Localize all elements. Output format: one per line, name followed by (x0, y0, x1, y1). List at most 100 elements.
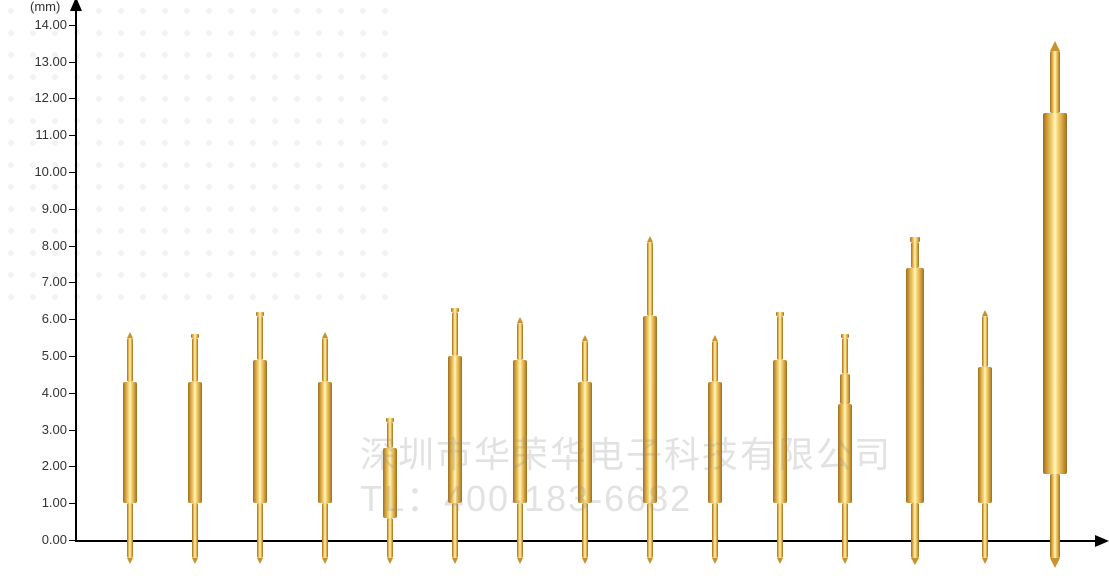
y-tick-label: 10.00 (17, 164, 67, 179)
pin-segment (318, 382, 332, 503)
pin-segment (257, 316, 263, 360)
y-tick-label: 12.00 (17, 90, 67, 105)
pin-segment (127, 338, 133, 382)
pin-bottom-tip (257, 558, 263, 564)
pin-bottom-tip (647, 558, 653, 564)
y-tick-label: 11.00 (17, 127, 67, 142)
pin-segment (708, 382, 722, 503)
y-axis-arrow (70, 0, 82, 11)
y-tick-label: 6.00 (17, 311, 67, 326)
pin-bottom-tip (911, 558, 919, 565)
y-axis (75, 10, 77, 540)
pin-segment (838, 404, 852, 503)
y-tick-label: 2.00 (17, 458, 67, 473)
y-tick-label: 1.00 (17, 495, 67, 510)
pin-segment (911, 242, 919, 268)
pin-segment (123, 382, 137, 503)
pin-tip (841, 334, 849, 338)
pin-bottom-tip (322, 558, 328, 564)
y-tick (69, 356, 75, 357)
pin-bottom-tip (192, 558, 198, 564)
y-tick-label: 14.00 (17, 17, 67, 32)
pin-tip (910, 237, 920, 242)
x-axis-arrow (1095, 535, 1109, 547)
pin-segment (647, 503, 653, 558)
y-tick (69, 25, 75, 26)
pin-segment (773, 360, 787, 504)
pin-segment (322, 503, 328, 558)
pin-bottom-tip (517, 558, 523, 564)
pin-bottom-tip (777, 558, 783, 564)
pin-tip (451, 308, 459, 312)
pin-segment (387, 518, 393, 558)
pin-segment (978, 367, 992, 503)
y-tick (69, 282, 75, 283)
y-tick (69, 98, 75, 99)
pin-segment (840, 374, 850, 403)
pin-tip (712, 335, 718, 341)
pin-bottom-tip (982, 558, 988, 564)
pin-segment (842, 338, 848, 375)
pin-segment (911, 503, 919, 558)
pin-segment (712, 341, 718, 381)
y-tick (69, 466, 75, 467)
y-tick (69, 246, 75, 247)
pin-bottom-tip (127, 558, 133, 564)
pin-segment (842, 503, 848, 558)
pin-segment (643, 316, 657, 504)
pin-bottom-tip (452, 558, 458, 564)
pin-segment (712, 503, 718, 558)
pin-segment (192, 503, 198, 558)
y-tick (69, 319, 75, 320)
pin-tip (322, 332, 328, 338)
pin-segment (982, 316, 988, 368)
pin-segment (387, 422, 393, 448)
pin-segment (582, 503, 588, 558)
pin-tip (776, 312, 784, 316)
pin-segment (578, 382, 592, 503)
y-axis-unit-label: (mm) (30, 0, 60, 14)
pin-segment (1050, 51, 1060, 114)
pin-segment (127, 503, 133, 558)
pin-bottom-tip (712, 558, 718, 564)
pin-segment (582, 341, 588, 381)
pin-segment (448, 356, 462, 503)
y-tick (69, 393, 75, 394)
y-tick-label: 13.00 (17, 54, 67, 69)
pin-tip (127, 332, 133, 338)
pin-bottom-tip (842, 558, 848, 564)
pin-segment (188, 382, 202, 503)
pin-segment (777, 316, 783, 360)
pin-segment (452, 312, 458, 356)
pin-tip (191, 334, 199, 338)
y-tick-label: 0.00 (17, 532, 67, 547)
y-tick-label: 4.00 (17, 385, 67, 400)
pin-tip (982, 310, 988, 316)
pin-segment (257, 503, 263, 558)
pin-bottom-tip (582, 558, 588, 564)
pin-segment (906, 268, 924, 504)
pin-tip (256, 312, 264, 316)
pin-tip (582, 335, 588, 341)
pin-segment (452, 503, 458, 558)
pin-segment (322, 338, 328, 382)
y-tick-label: 8.00 (17, 238, 67, 253)
y-tick-label: 3.00 (17, 422, 67, 437)
y-tick-label: 9.00 (17, 201, 67, 216)
y-tick-label: 7.00 (17, 274, 67, 289)
y-tick (69, 172, 75, 173)
y-tick (69, 135, 75, 136)
pin-tip (386, 418, 394, 422)
pin-segment (517, 323, 523, 360)
pin-segment (647, 242, 653, 316)
pin-segment (777, 503, 783, 558)
y-tick (69, 430, 75, 431)
pin-segment (517, 503, 523, 558)
pin-segment (253, 360, 267, 504)
pin-segment (513, 360, 527, 504)
y-tick (69, 62, 75, 63)
pin-segment (383, 448, 397, 518)
pin-tip (647, 236, 653, 242)
y-tick-label: 5.00 (17, 348, 67, 363)
pin-height-chart: (mm) 0.00 1.00 2.00 3.00 4.00 5.00 6.00 7.00 8.00… (0, 0, 1109, 581)
